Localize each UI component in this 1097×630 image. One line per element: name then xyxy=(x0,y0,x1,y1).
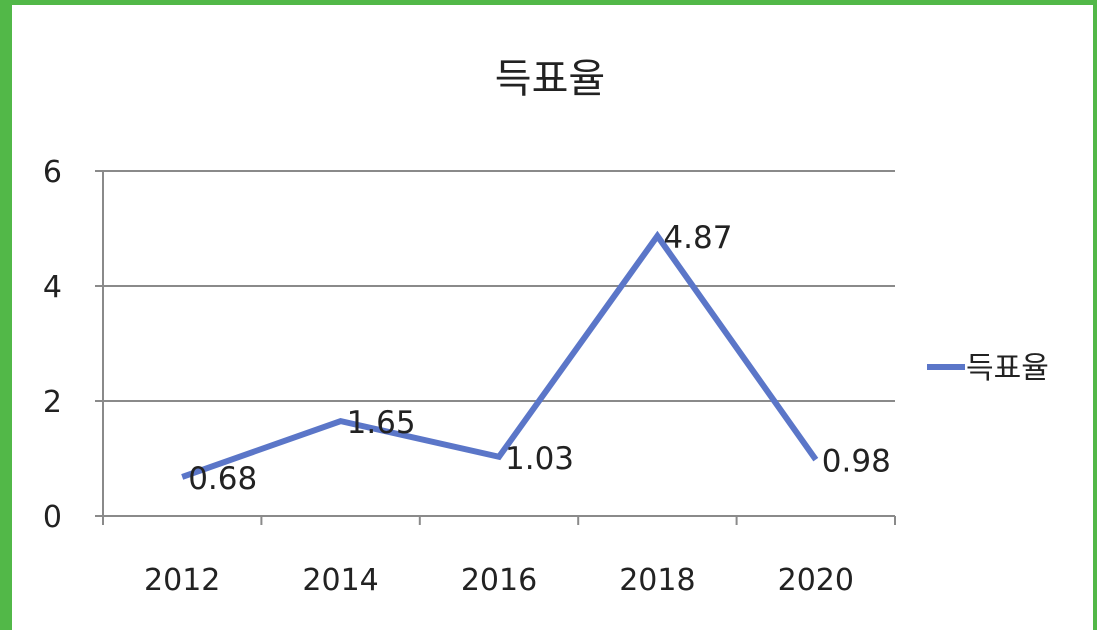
x-tick-labels: 2012 2014 2016 2018 2020 xyxy=(144,563,854,598)
y-tick-label: 0 xyxy=(43,500,62,535)
chart-title: 득표율 xyxy=(495,56,605,102)
x-tick-label: 2020 xyxy=(778,563,854,598)
legend: 득표율 xyxy=(927,351,1049,386)
y-tick-label: 2 xyxy=(43,385,62,420)
axes xyxy=(95,170,896,525)
x-tick-label: 2018 xyxy=(619,563,695,598)
x-tick-label: 2012 xyxy=(144,563,220,598)
y-tick-label: 6 xyxy=(43,155,62,190)
data-labels: 0.68 1.65 1.03 4.87 0.98 xyxy=(188,220,891,497)
x-tick-label: 2016 xyxy=(461,563,537,598)
series-lines xyxy=(181,230,819,480)
gridlines xyxy=(103,170,895,402)
series-line xyxy=(181,230,819,480)
data-label: 0.98 xyxy=(822,444,891,480)
y-tick-label: 4 xyxy=(43,270,62,305)
data-label: 4.87 xyxy=(663,220,732,256)
x-tick-label: 2014 xyxy=(302,563,378,598)
data-label: 1.65 xyxy=(347,405,416,441)
data-label: 0.68 xyxy=(188,461,257,497)
data-label: 1.03 xyxy=(505,441,574,477)
legend-label: 득표율 xyxy=(966,351,1049,386)
y-tick-labels: 0 2 4 6 xyxy=(43,155,62,535)
